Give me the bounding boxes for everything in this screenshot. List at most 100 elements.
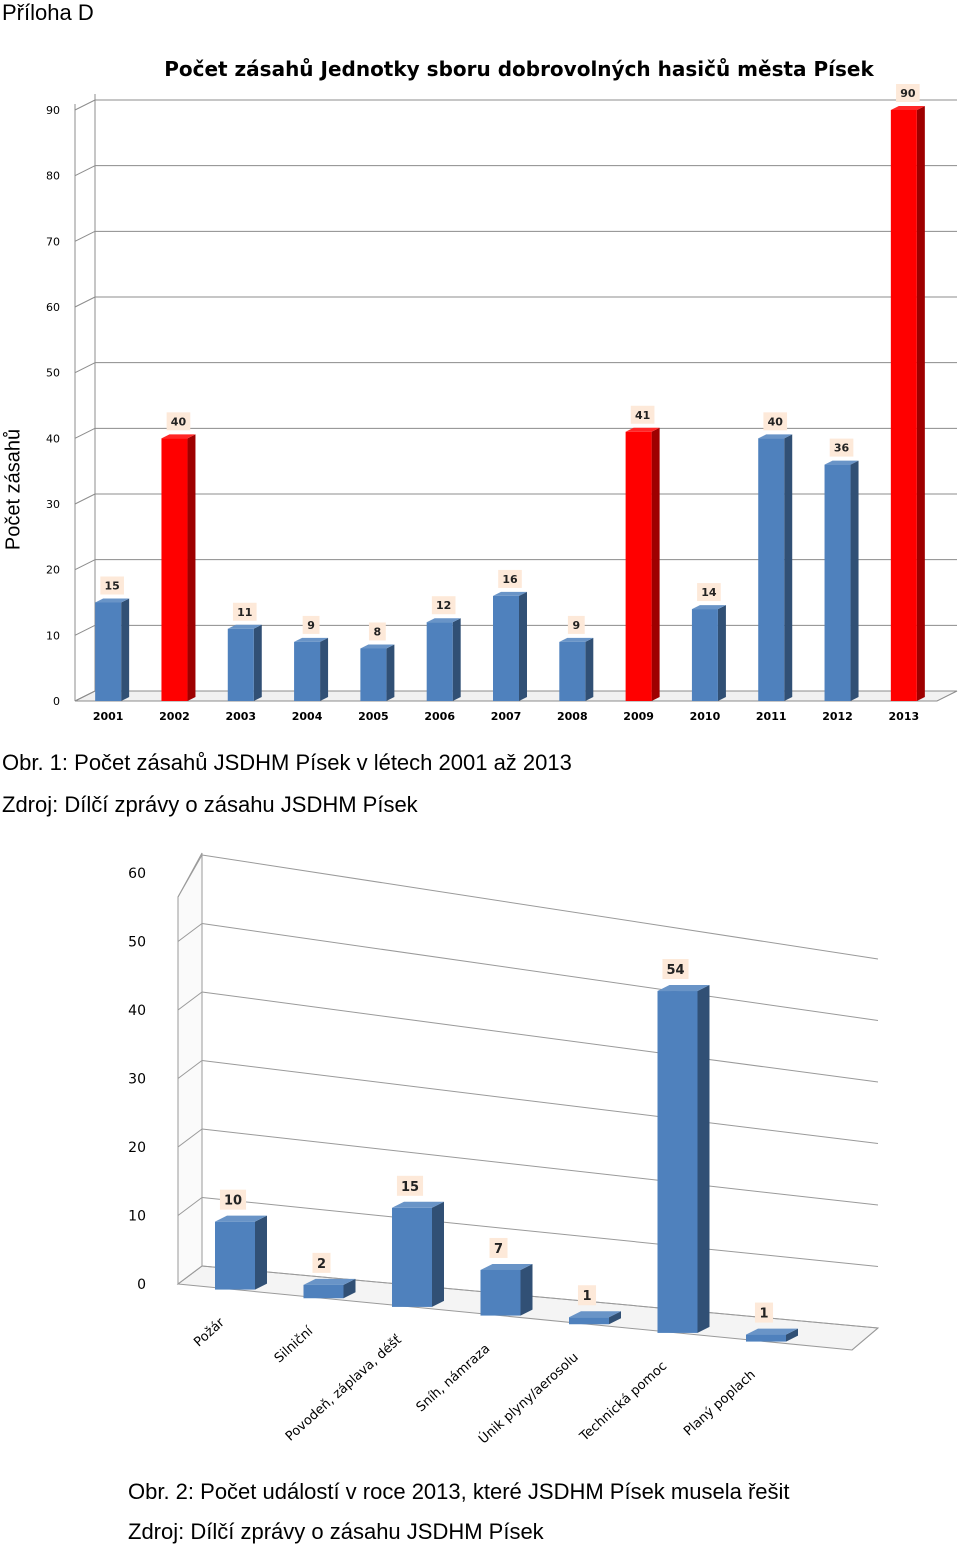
chart1-x-tick-label: 2007 [491, 710, 522, 723]
svg-text:11: 11 [237, 606, 252, 619]
chart2-bar [569, 1311, 621, 1325]
chart2-y-tick-label: 20 [128, 1140, 146, 1156]
svg-text:8: 8 [374, 625, 382, 638]
chart1-y-tick-label: 70 [46, 235, 60, 248]
chart2-x-tick-label: Povodeň, záplava, déšť [283, 1333, 405, 1445]
chart2-data-label: 1 [577, 1285, 597, 1306]
svg-text:16: 16 [502, 573, 518, 586]
chart1-data-label: 15 [100, 576, 124, 595]
chart1-y-tick-label: 0 [53, 695, 60, 708]
chart2-event-types-2013: 0 10 20 30 40 50 60 10 Požár 2 Silniční 15 Povodeň, … [128, 852, 880, 1447]
chart1-gridline-diag [74, 362, 96, 374]
chart1-y-tick-label: 30 [46, 498, 60, 511]
chart1-gridline-diag [74, 493, 96, 505]
chart2-side-wall [177, 852, 203, 1285]
chart1-bar [227, 624, 262, 701]
chart1-gridline-diag [74, 230, 96, 242]
svg-text:90: 90 [900, 87, 916, 100]
chart1-gridline-diag [74, 99, 96, 111]
chart1-data-label: 9 [567, 615, 585, 634]
svg-text:7: 7 [494, 1242, 503, 1257]
chart1-x-tick-label: 2010 [690, 710, 721, 723]
chart2-gridline-diag [177, 1265, 203, 1285]
chart1-x-tick-label: 2012 [822, 710, 853, 723]
chart2-x-tick-label: Požár [191, 1315, 228, 1350]
chart1-y-tick-label: 50 [46, 367, 60, 380]
chart1-data-label: 11 [232, 602, 257, 621]
chart2-gridline-diag [177, 923, 203, 942]
svg-text:10: 10 [224, 1194, 242, 1209]
chart2-x-tick-label: Sníh, námraza [414, 1341, 494, 1415]
chart1-bar [493, 591, 527, 701]
chart2-x-tick-label: Planý poplach [681, 1367, 759, 1439]
chart1-x-tick-label: 2009 [623, 710, 654, 723]
chart1-bar [691, 605, 726, 701]
chart1-title: Počet zásahů Jednotky sboru dobrovolných… [164, 57, 874, 81]
svg-text:2: 2 [317, 1257, 326, 1272]
chart1-bar [360, 644, 395, 701]
chart1-x-tick-label: 2013 [889, 710, 920, 723]
chart2-y-tick-label: 10 [128, 1209, 146, 1225]
chart2-gridline-diag [177, 991, 203, 1011]
chart2-gridline-diag [177, 1060, 203, 1079]
chart1-gridline-diag [74, 559, 96, 571]
chart2-bar [657, 985, 710, 1333]
chart2-data-label: 1 [754, 1302, 774, 1323]
chart1-data-label: 40 [763, 412, 788, 431]
chart2-gridline [201, 1197, 879, 1267]
chart1-gridline-diag [74, 427, 96, 439]
chart2-data-label: 2 [312, 1252, 331, 1273]
chart2-gridline [201, 1128, 879, 1206]
chart2-gridline-diag [177, 1197, 203, 1216]
chart2-x-tick-label: Únik plyny/aerosolu [476, 1349, 582, 1447]
chart2-y-tick-label: 60 [128, 866, 146, 882]
chart1-y-tick-label: 10 [46, 629, 60, 642]
chart2-bar [480, 1263, 533, 1316]
svg-text:54: 54 [666, 963, 684, 978]
chart2-right-edge [851, 1327, 879, 1351]
chart2-gridline-diag [177, 1128, 203, 1148]
chart2-gridline [201, 1060, 879, 1144]
svg-text:40: 40 [171, 415, 187, 428]
chart2-bar [392, 1201, 444, 1307]
chart1-bar [161, 434, 196, 701]
chart2-gridline [201, 923, 879, 1021]
chart2-y-tick-label: 50 [128, 935, 146, 951]
source-figure-1: Zdroj: Dílčí zprávy o zásahu JSDHM Písek [2, 792, 418, 817]
chart2-data-label: 10 [219, 1189, 247, 1210]
chart1-data-label: 8 [368, 622, 386, 641]
svg-text:12: 12 [436, 599, 451, 612]
chart2-y-tick-label: 30 [128, 1072, 146, 1088]
caption-figure-1: Obr. 1: Počet zásahů JSDHM Písek v létec… [2, 750, 572, 775]
svg-text:14: 14 [701, 586, 717, 599]
chart1-bar [758, 434, 793, 701]
svg-text:9: 9 [572, 619, 580, 632]
chart1-y-tick-label: 60 [46, 301, 60, 314]
source-figure-2: Zdroj: Dílčí zprávy o zásahu JSDHM Písek [128, 1519, 544, 1544]
chart1-bar [559, 637, 594, 701]
chart1-data-label: 14 [697, 583, 721, 602]
svg-text:9: 9 [307, 619, 315, 632]
chart2-y-tick-label: 40 [128, 1003, 146, 1019]
chart1-x-tick-label: 2002 [159, 710, 190, 723]
chart1-bar [824, 460, 859, 701]
chart1-data-label: 90 [896, 84, 920, 102]
chart1-data-label: 9 [302, 615, 320, 634]
chart1-gridline-diag [74, 624, 96, 636]
chart1-x-tick-label: 2005 [358, 710, 389, 723]
chart1-data-label: 40 [166, 412, 191, 431]
chart1-gridline-diag [74, 296, 96, 308]
svg-text:41: 41 [635, 409, 650, 422]
chart1-bar [426, 618, 461, 701]
chart1-data-label: 16 [498, 569, 522, 588]
svg-text:1: 1 [759, 1307, 768, 1322]
page-heading: Příloha D [2, 0, 94, 25]
chart2-bar [746, 1328, 798, 1342]
chart1-bar [625, 427, 660, 701]
svg-text:15: 15 [401, 1180, 419, 1195]
svg-text:36: 36 [834, 442, 850, 455]
chart2-y-tick-label: 0 [137, 1277, 146, 1293]
svg-text:1: 1 [582, 1289, 591, 1304]
chart1-x-tick-label: 2006 [424, 710, 455, 723]
chart2-x-tick-label: Technická pomoc [577, 1359, 671, 1445]
